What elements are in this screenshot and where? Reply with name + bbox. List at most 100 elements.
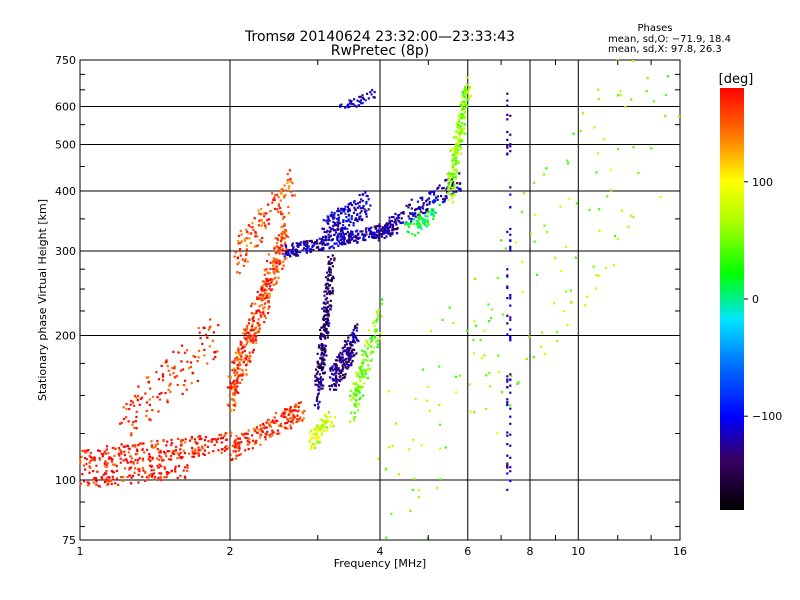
data-point xyxy=(319,356,322,360)
data-point xyxy=(156,439,159,443)
data-point xyxy=(326,336,329,339)
data-point xyxy=(83,456,87,460)
data-point xyxy=(369,352,373,355)
data-point xyxy=(164,391,167,395)
data-point xyxy=(120,476,123,479)
data-point xyxy=(506,454,509,457)
data-point xyxy=(338,222,342,225)
data-point xyxy=(522,192,525,195)
data-point xyxy=(387,230,391,233)
data-point xyxy=(86,449,89,452)
data-point xyxy=(108,457,111,460)
data-point xyxy=(291,418,294,421)
data-point xyxy=(360,349,364,352)
data-point xyxy=(408,212,412,215)
data-point xyxy=(320,356,323,359)
data-point xyxy=(145,376,148,379)
data-point xyxy=(265,296,268,299)
data-point xyxy=(350,103,353,106)
data-point xyxy=(459,125,462,128)
data-point xyxy=(353,200,356,203)
data-point xyxy=(327,233,330,236)
data-point xyxy=(394,221,397,224)
data-point xyxy=(449,149,452,152)
data-point xyxy=(296,244,299,247)
data-point xyxy=(566,162,570,165)
data-point xyxy=(509,133,512,136)
data-point xyxy=(325,420,328,423)
data-point xyxy=(349,220,352,224)
data-point xyxy=(420,444,423,447)
data-point xyxy=(367,208,370,211)
x-axis-label: Frequency [MHz] xyxy=(334,557,426,570)
data-point xyxy=(362,361,365,365)
data-point xyxy=(359,386,362,389)
data-point xyxy=(344,205,347,208)
data-point xyxy=(317,403,320,406)
data-point xyxy=(225,445,228,448)
data-point xyxy=(448,306,451,309)
data-point xyxy=(397,216,401,219)
data-point xyxy=(509,206,512,209)
data-point xyxy=(131,444,134,448)
data-point xyxy=(117,452,120,455)
data-point xyxy=(313,433,316,436)
data-point xyxy=(257,322,260,325)
data-point xyxy=(287,420,290,423)
data-point xyxy=(313,442,317,446)
data-point xyxy=(506,152,509,155)
data-point xyxy=(359,215,362,218)
data-point xyxy=(322,239,326,242)
data-point xyxy=(377,457,380,460)
data-point xyxy=(540,331,543,334)
data-point xyxy=(248,441,251,444)
data-point xyxy=(397,219,400,222)
data-point xyxy=(237,351,240,354)
data-point xyxy=(237,391,240,394)
data-point xyxy=(253,245,256,248)
data-point xyxy=(659,195,662,199)
data-point xyxy=(320,362,323,365)
data-point xyxy=(451,165,455,168)
data-point xyxy=(463,100,466,103)
data-point xyxy=(422,204,425,207)
data-point xyxy=(455,391,458,394)
data-point xyxy=(426,207,429,211)
data-point xyxy=(234,351,237,355)
data-point xyxy=(268,294,271,297)
data-point xyxy=(288,417,292,420)
data-point xyxy=(231,369,234,372)
data-point xyxy=(454,146,457,149)
data-point xyxy=(228,386,231,389)
data-point xyxy=(352,391,356,394)
x-tick-label: 2 xyxy=(227,545,234,558)
data-point xyxy=(260,316,263,319)
data-point xyxy=(340,243,344,246)
data-point xyxy=(337,379,340,382)
data-point xyxy=(158,472,161,475)
data-point xyxy=(80,455,83,458)
data-point xyxy=(364,228,367,231)
data-point xyxy=(432,208,435,211)
data-point xyxy=(98,449,101,453)
data-point xyxy=(378,337,381,340)
data-point xyxy=(101,477,104,481)
data-point xyxy=(292,245,295,249)
data-point xyxy=(117,446,121,450)
data-point xyxy=(344,212,347,215)
data-point xyxy=(179,369,183,372)
data-point xyxy=(368,233,372,236)
data-point xyxy=(351,355,354,358)
data-point xyxy=(244,239,247,242)
data-point xyxy=(506,434,509,437)
data-point xyxy=(266,300,269,303)
data-point xyxy=(356,323,359,326)
data-point xyxy=(311,245,314,248)
data-point xyxy=(414,234,417,237)
data-point xyxy=(283,215,286,219)
data-point xyxy=(381,232,384,235)
data-point xyxy=(393,221,396,224)
data-point xyxy=(299,250,302,254)
data-point xyxy=(564,290,568,293)
data-point xyxy=(223,446,227,449)
